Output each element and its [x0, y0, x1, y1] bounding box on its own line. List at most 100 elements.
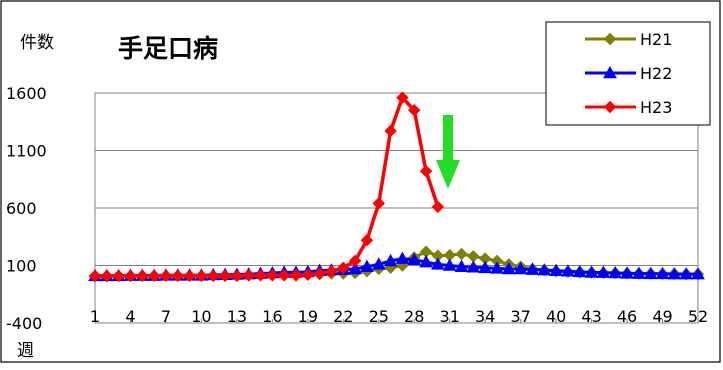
data-point-H23	[289, 269, 303, 282]
data-point-H23	[159, 269, 173, 283]
data-point-H22	[478, 260, 493, 274]
data-point-H21	[455, 247, 468, 261]
data-point-H23	[408, 104, 421, 117]
legend-marker-H23	[603, 100, 617, 114]
data-point-H23	[207, 269, 220, 283]
data-point-H23	[218, 269, 232, 283]
legend-entry-H21: H21	[585, 30, 672, 49]
x-tick-label: 46	[617, 307, 637, 326]
data-point-H22	[407, 252, 422, 266]
x-tick-label: 25	[369, 307, 389, 326]
data-point-H22	[513, 261, 528, 275]
data-point-H22	[431, 257, 445, 270]
data-point-H22	[454, 259, 469, 272]
data-point-H22	[655, 266, 670, 280]
data-point-H23	[254, 269, 267, 282]
data-point-H22	[419, 255, 433, 268]
x-tick-label: 37	[510, 307, 530, 326]
legend-entry-H22: H22	[585, 64, 672, 83]
data-point-H22	[572, 264, 587, 278]
x-tick-label: 52	[688, 307, 708, 326]
x-tick-label: 49	[652, 307, 672, 326]
legend-marker-H22	[603, 65, 617, 79]
data-point-H23	[396, 91, 409, 104]
data-point-H22	[643, 266, 658, 280]
data-point-H23	[100, 269, 114, 283]
data-point-H22	[679, 267, 694, 280]
legend-entry-H23: H23	[585, 98, 672, 117]
x-tick-label: 13	[227, 307, 247, 326]
y-tick-label: 1100	[6, 142, 47, 161]
data-point-H22	[442, 258, 457, 271]
data-point-H23	[136, 269, 149, 283]
x-tick-label: 28	[404, 307, 424, 326]
down-arrow-icon	[436, 115, 460, 189]
data-point-H23	[325, 265, 338, 278]
data-point-H23	[419, 164, 433, 178]
data-point-H22	[490, 261, 504, 274]
y-tick-label: 100	[6, 257, 37, 276]
data-point-H22	[691, 267, 705, 280]
x-tick-label: 40	[546, 307, 566, 326]
data-point-H22	[537, 263, 552, 276]
y-tick-labels: -400 100 600 1100 1600	[6, 84, 47, 333]
data-point-H22	[360, 259, 374, 272]
data-point-H22	[501, 261, 516, 275]
data-point-H22	[395, 251, 410, 264]
data-point-H23	[183, 269, 196, 283]
data-point-H22	[667, 267, 682, 280]
data-point-H22	[371, 257, 386, 270]
data-point-H23	[124, 269, 137, 283]
data-point-H23	[348, 254, 362, 268]
data-point-H23	[431, 200, 445, 214]
x-tick-label: 16	[262, 307, 282, 326]
data-point-H22	[348, 261, 362, 275]
data-point-H23	[195, 269, 208, 283]
x-tick-label: 31	[440, 307, 460, 326]
data-point-H23	[88, 269, 102, 283]
legend-label-H22: H22	[640, 64, 672, 83]
data-point-H23	[230, 269, 244, 283]
series-group	[88, 91, 705, 283]
legend-marker-H21	[603, 32, 617, 46]
data-point-H22	[466, 260, 481, 273]
y-tick-label: 600	[6, 199, 37, 218]
data-point-H23	[277, 269, 291, 282]
data-point-H22	[584, 265, 599, 278]
x-tick-label: 22	[333, 307, 353, 326]
data-point-H23	[242, 269, 255, 282]
data-point-H22	[632, 266, 646, 279]
data-point-H22	[549, 263, 563, 276]
legend-label-H23: H23	[640, 98, 672, 117]
data-point-H22	[525, 262, 540, 275]
x-tick-label: 7	[161, 307, 171, 326]
data-point-H23	[147, 269, 161, 283]
y-tick-label: -400	[6, 314, 42, 333]
legend-label-H21: H21	[640, 30, 672, 49]
x-tick-label: 4	[125, 307, 135, 326]
data-point-H23	[171, 269, 184, 283]
y-tick-label: 1600	[6, 84, 47, 103]
chart-title: 手足口病	[118, 34, 218, 63]
data-point-H23	[112, 269, 125, 283]
data-point-H23	[266, 269, 279, 282]
x-tick-label: 19	[298, 307, 318, 326]
legend: H21 H22 H23	[545, 21, 711, 126]
data-point-H22	[608, 265, 623, 279]
x-tick-label: 10	[191, 307, 211, 326]
data-point-H23	[337, 261, 350, 275]
x-tick-labels: 1 4 7 10 13 16 19 22 25 28 31 34 37 40 43 46 49 52	[90, 307, 708, 326]
data-point-H22	[561, 264, 575, 277]
data-point-H22	[383, 253, 398, 267]
data-point-H23	[301, 268, 315, 281]
data-point-H23	[360, 233, 374, 247]
data-point-H23	[313, 267, 326, 280]
data-point-H23	[384, 124, 397, 138]
data-point-H22	[596, 265, 611, 278]
x-tick-label: 34	[475, 307, 495, 326]
y-axis-label: 件数	[20, 33, 54, 53]
x-tick-label: 1	[90, 307, 100, 326]
data-point-H23	[372, 197, 385, 210]
